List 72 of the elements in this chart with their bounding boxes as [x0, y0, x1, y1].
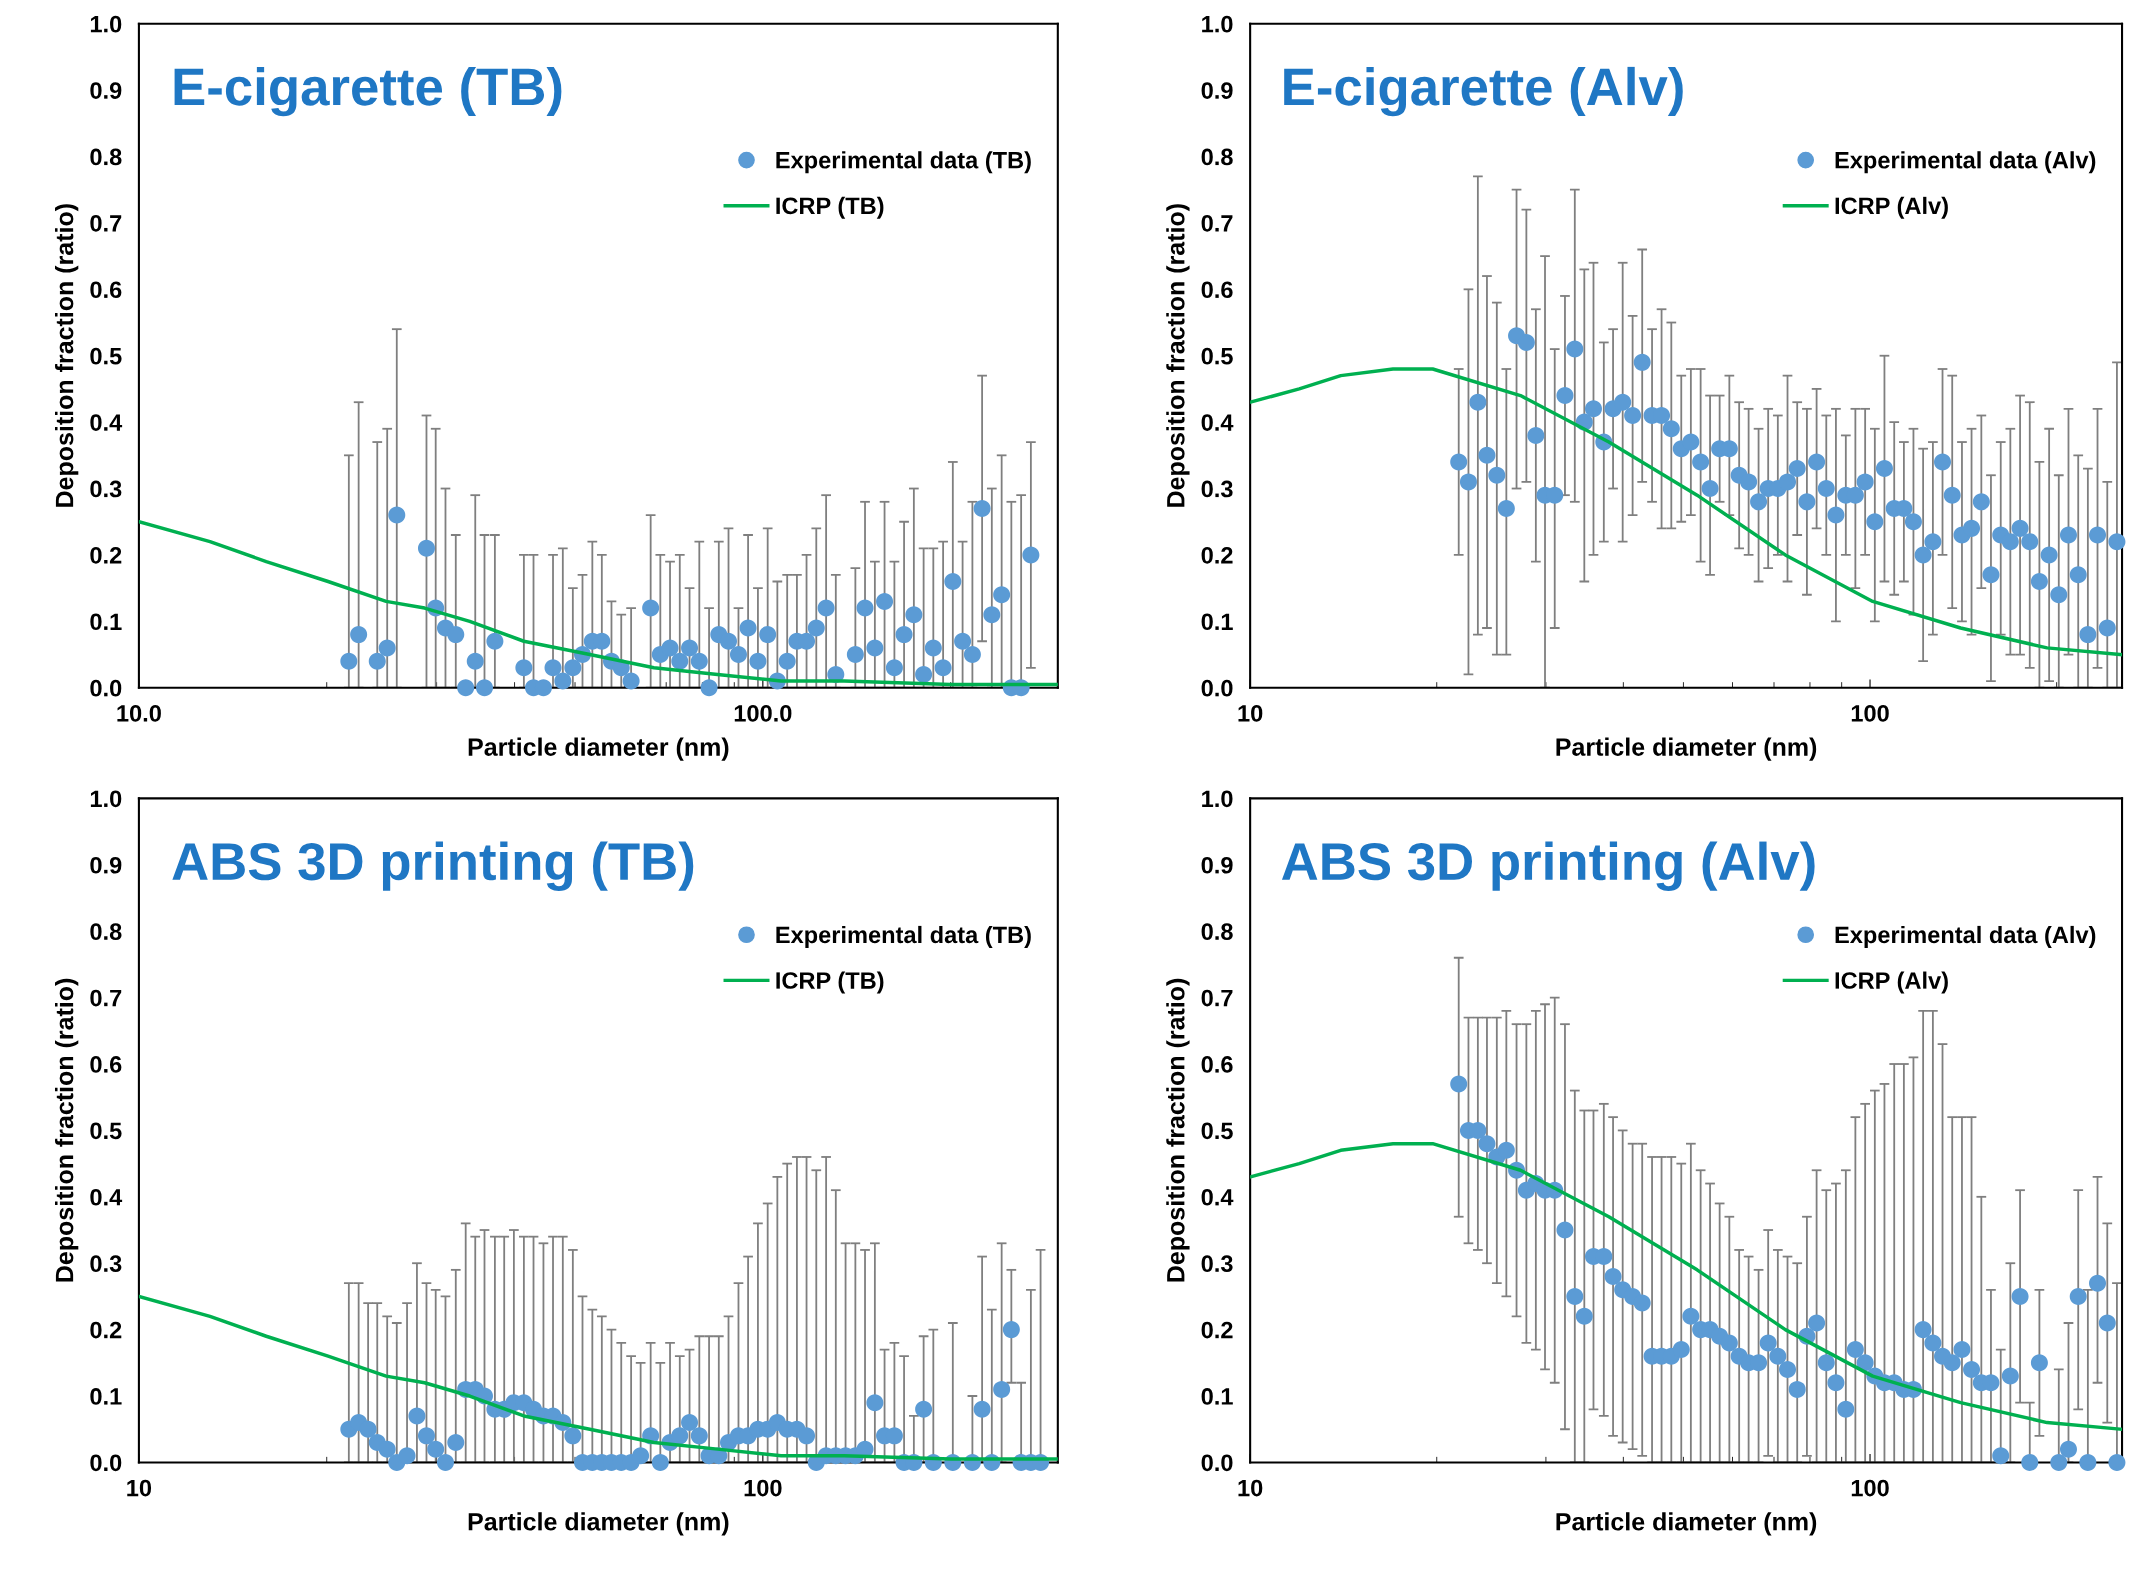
y-tick-label: 0.9	[90, 82, 122, 99]
legend-label: ICRP (TB)	[776, 971, 884, 994]
y-tick-label: 0.7	[1201, 214, 1233, 232]
y-tick-label: 0.2	[1201, 547, 1233, 564]
x-tick-label: 10	[127, 1479, 152, 1497]
text: E-cigarette (TB)	[174, 66, 562, 117]
x-tick-label: 100	[744, 1479, 782, 1497]
x-axis-title: Particle diameter (nm)	[1556, 737, 1817, 761]
y-tick-label: 0.7	[90, 214, 122, 232]
y-tick-label: 0.6	[90, 1056, 122, 1073]
y-tick-label: 0.1	[90, 1388, 122, 1405]
x-tick-label: 100	[1851, 705, 1889, 722]
y-tick-label: 0.1	[1201, 1388, 1233, 1405]
y-axis-title: Deposition fraction (ratio)	[55, 978, 79, 1282]
x-tick-label: 10	[1238, 1479, 1263, 1497]
y-tick-label: 0.2	[1201, 1321, 1233, 1339]
y-tick-label: 0.5	[1201, 347, 1233, 365]
x-tick-label: 100	[1851, 1479, 1889, 1497]
y-tick-label: 0.6	[1201, 1056, 1233, 1073]
y-tick-label: 0.7	[90, 989, 122, 1007]
text: ABS 3D printing (TB)	[172, 841, 694, 891]
y-tick-label: 0.8	[90, 923, 122, 940]
x-axis-title: Particle diameter (nm)	[468, 1512, 729, 1536]
y-axis-title: Deposition fraction (ratio)	[55, 204, 79, 507]
y-tick-label: 0.0	[90, 1454, 122, 1472]
y-tick-label: 0.0	[1201, 1454, 1233, 1472]
y-axis-title: Deposition fraction (ratio)	[1166, 978, 1190, 1282]
y-tick-label: 0.4	[1201, 414, 1234, 431]
y-tick-label: 0.9	[1201, 82, 1233, 99]
legend-label: ICRP (Alv)	[1835, 196, 1948, 219]
y-axis-title: Deposition fraction (ratio)	[1166, 204, 1190, 507]
y-tick-label: 0.6	[1201, 281, 1233, 299]
x-tick-label: 100.0	[734, 705, 792, 722]
y-tick-label: 1.0	[1202, 790, 1233, 808]
y-tick-label: 0.2	[90, 1321, 122, 1339]
y-tick-label: 0.1	[90, 613, 122, 631]
y-tick-label: 0.8	[90, 148, 122, 166]
y-tick-label: 1.0	[90, 15, 122, 33]
y-tick-label: 1.0	[90, 790, 122, 808]
x-tick-label: 10	[1238, 705, 1263, 722]
y-tick-label: 1.0	[1202, 15, 1233, 33]
y-tick-label: 0.2	[90, 547, 122, 564]
y-tick-label: 0.4	[1201, 1188, 1234, 1206]
legend-label: Experimental data (Alv)	[1835, 925, 2096, 948]
y-tick-label: 0.7	[1201, 989, 1233, 1007]
y-tick-label: 0.4	[90, 1188, 123, 1206]
legend-label: Experimental data (TB)	[776, 151, 1031, 174]
y-tick-label: 0.5	[90, 1122, 122, 1140]
y-tick-label: 0.3	[1201, 1255, 1233, 1273]
y-tick-label: 0.3	[1201, 480, 1233, 498]
y-tick-label: 0.5	[1201, 1122, 1233, 1140]
y-tick-label: 0.1	[1201, 613, 1233, 631]
y-tick-label: 0.0	[90, 679, 122, 697]
x-axis-title: Particle diameter (nm)	[468, 737, 729, 761]
y-tick-label: 0.6	[90, 281, 122, 299]
y-tick-label: 0.3	[90, 480, 122, 498]
x-tick-label: 10.0	[117, 705, 161, 722]
y-tick-label: 0.5	[90, 347, 122, 365]
text: ABS 3D printing (Alv)	[1281, 841, 1815, 891]
y-tick-label: 0.9	[1201, 856, 1233, 874]
legend-label: Experimental data (Alv)	[1835, 151, 2096, 174]
text: E-cigarette (Alv)	[1284, 66, 1683, 117]
y-tick-label: 0.9	[90, 856, 122, 874]
y-tick-label: 0.8	[1201, 923, 1233, 940]
legend-label: ICRP (TB)	[776, 196, 884, 219]
legend-label: Experimental data (TB)	[776, 925, 1031, 948]
y-tick-label: 0.0	[1201, 679, 1233, 697]
y-tick-label: 0.8	[1201, 148, 1233, 166]
y-tick-label: 0.4	[90, 414, 123, 431]
x-axis-title: Particle diameter (nm)	[1556, 1512, 1817, 1536]
y-tick-label: 0.3	[90, 1255, 122, 1273]
legend-label: ICRP (Alv)	[1835, 971, 1948, 994]
